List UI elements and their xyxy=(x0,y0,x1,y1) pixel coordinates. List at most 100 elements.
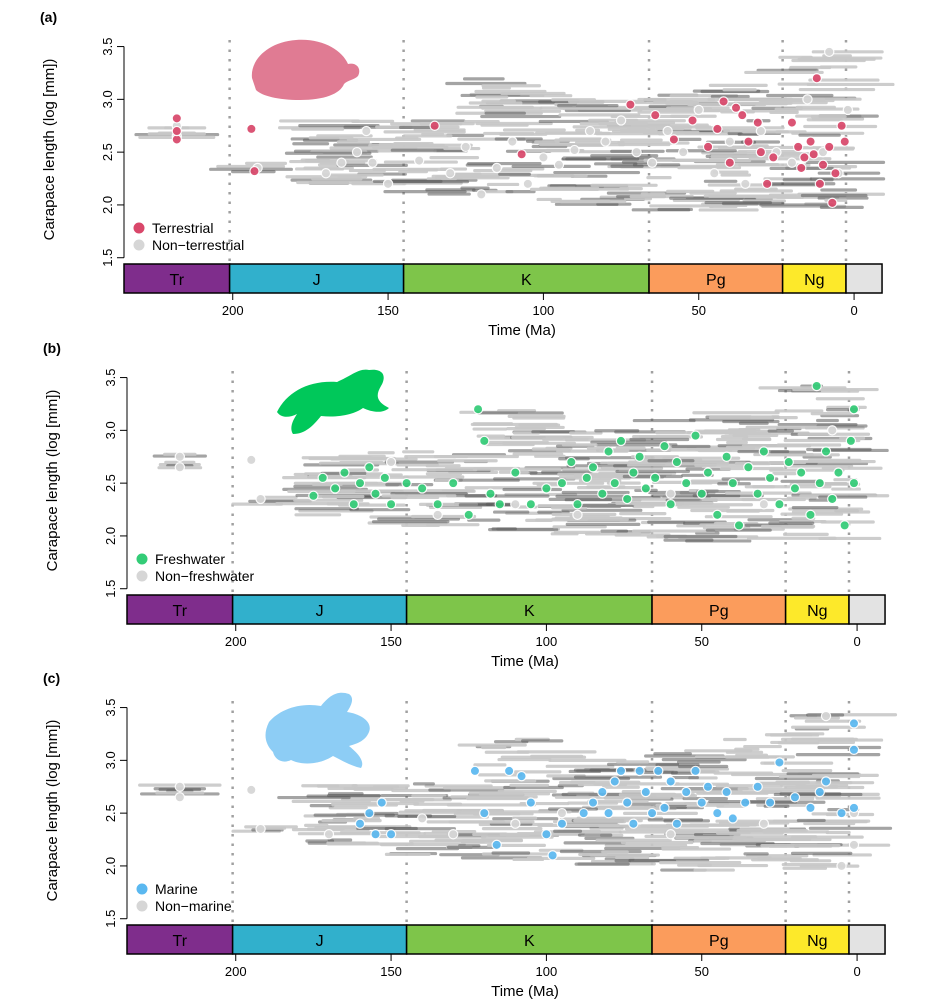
range-bars-texture xyxy=(134,50,895,212)
period-box xyxy=(784,594,850,625)
x-tick-label: 100 xyxy=(536,964,558,979)
highlight-point xyxy=(792,141,804,153)
highlight-point xyxy=(171,134,183,145)
highlight-point xyxy=(354,477,366,489)
x-tick-label: 50 xyxy=(695,964,709,979)
highlight-point xyxy=(650,109,661,121)
legend-label: Non−freshwater xyxy=(155,568,255,584)
y-tick-label: 2.5 xyxy=(103,804,118,822)
non-highlight-point xyxy=(631,146,642,158)
y-tick-label: 3.5 xyxy=(103,369,118,387)
period-box xyxy=(126,594,234,625)
non-highlight-point xyxy=(361,125,372,137)
period-box xyxy=(651,924,787,955)
highlight-point xyxy=(171,125,183,137)
non-highlight-point xyxy=(665,488,676,499)
period-box xyxy=(231,594,408,625)
highlight-point xyxy=(796,162,807,174)
non-highlight-point xyxy=(678,146,689,158)
non-highlight-point xyxy=(522,178,534,190)
highlight-point xyxy=(469,765,481,777)
highlight-point xyxy=(743,462,754,473)
highlight-point xyxy=(354,818,366,829)
panel-label: (b) xyxy=(43,340,61,356)
highlight-point xyxy=(640,483,652,494)
highlight-point xyxy=(621,493,633,505)
highlight-point xyxy=(603,446,614,457)
y-tick-label: 1.5 xyxy=(103,580,118,598)
highlight-point xyxy=(724,157,736,168)
panel-label: (a) xyxy=(40,9,57,25)
period-box xyxy=(848,924,886,955)
highlight-point xyxy=(587,797,599,808)
highlight-point xyxy=(659,440,670,452)
highlight-point xyxy=(848,404,860,415)
highlight-point xyxy=(416,483,428,494)
highlight-point xyxy=(681,477,692,489)
period-label: J xyxy=(313,272,321,289)
legend-label: Freshwater xyxy=(155,551,225,567)
highlight-point xyxy=(848,802,860,814)
highlight-point xyxy=(308,490,319,502)
non-highlight-point xyxy=(255,493,266,505)
highlight-point xyxy=(541,829,552,840)
highlight-point xyxy=(385,829,397,840)
highlight-point xyxy=(348,499,359,510)
highlight-point xyxy=(783,456,794,468)
highlight-point xyxy=(634,765,645,777)
non-highlight-point xyxy=(510,499,521,510)
highlight-point xyxy=(827,197,838,209)
highlight-point xyxy=(712,509,723,521)
highlight-point xyxy=(668,134,680,145)
highlight-point xyxy=(721,451,732,462)
highlight-point xyxy=(516,149,527,160)
highlight-point xyxy=(824,141,835,153)
period-box xyxy=(405,594,653,625)
highlight-point xyxy=(820,776,832,787)
non-highlight-point xyxy=(584,125,596,137)
non-highlight-point xyxy=(246,784,257,796)
highlight-point xyxy=(448,477,459,489)
highlight-point xyxy=(845,435,857,447)
y-tick-label: 1.5 xyxy=(100,249,115,267)
non-highlight-point xyxy=(336,157,347,168)
non-highlight-point xyxy=(820,710,832,722)
non-highlight-point xyxy=(174,462,186,473)
points-group xyxy=(171,46,854,209)
period-label: Pg xyxy=(709,933,729,950)
non-highlight-point xyxy=(432,509,443,521)
range-bars-texture xyxy=(152,384,890,543)
y-tick-label: 3.5 xyxy=(100,38,115,56)
highlight-point xyxy=(634,451,645,462)
highlight-point xyxy=(597,488,608,499)
non-highlight-point xyxy=(646,157,658,168)
highlight-point xyxy=(541,483,552,494)
non-highlight-point xyxy=(416,813,428,824)
highlight-point xyxy=(649,472,661,484)
highlight-point xyxy=(463,509,474,521)
highlight-point xyxy=(733,520,745,531)
non-highlight-point xyxy=(569,144,580,156)
x-tick-label: 0 xyxy=(850,303,857,318)
highlight-point xyxy=(249,165,260,177)
legend-marker xyxy=(132,238,146,252)
highlight-point xyxy=(385,499,397,510)
period-label: Ng xyxy=(807,933,827,950)
non-highlight-point xyxy=(824,46,835,58)
highlight-point xyxy=(609,477,620,489)
period-box xyxy=(648,263,784,294)
x-tick-label: 150 xyxy=(380,634,402,649)
non-highlight-point xyxy=(693,104,704,116)
highlight-point xyxy=(525,797,537,808)
non-highlight-point xyxy=(553,159,565,171)
highlight-point xyxy=(795,467,807,478)
highlight-point xyxy=(721,786,732,798)
highlight-point xyxy=(547,850,558,861)
highlight-point xyxy=(566,456,577,468)
highlight-point xyxy=(401,477,412,489)
y-tick-label: 2.5 xyxy=(100,143,115,161)
highlight-point xyxy=(246,123,257,135)
legend-marker xyxy=(135,552,149,566)
non-highlight-point xyxy=(448,829,459,840)
